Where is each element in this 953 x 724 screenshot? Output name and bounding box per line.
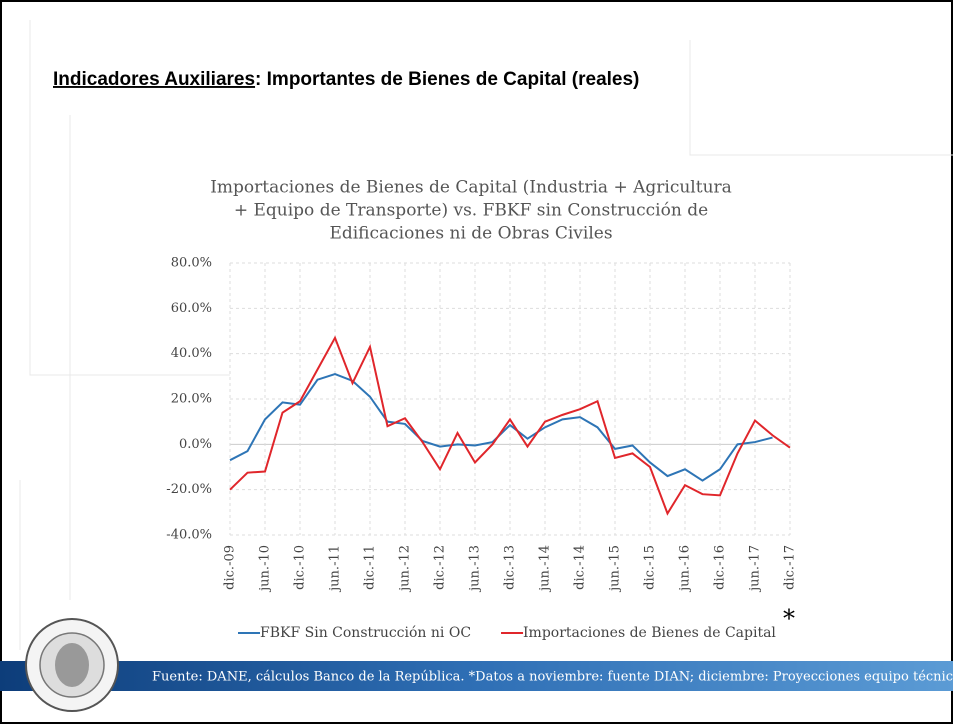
footer-band [0,661,953,691]
series-line [229,335,791,516]
x-tick-label: dic.-11 [363,545,378,590]
chart-title: + Equipo de Transporte) vs. FBKF sin Con… [234,201,708,221]
asterisk: * [783,605,795,633]
x-tick-label: dic.-12 [433,545,448,590]
x-tick-label: jun.-11 [328,545,343,593]
x-tick-label: dic.-09 [223,545,238,590]
x-tick-label: dic.-14 [573,545,588,590]
y-tick-label: 40.0% [171,346,212,361]
x-tick-label: jun.-17 [748,545,763,593]
x-tick-label: jun.-16 [678,545,693,593]
x-tick-label: jun.-13 [468,545,483,593]
title-underlined: Indicadores Auxiliares [53,69,255,90]
x-tick-label: jun.-12 [398,545,413,593]
x-tick-label: dic.-10 [293,545,308,590]
chart-title: Edificaciones ni de Obras Civiles [329,224,612,244]
y-tick-label: -20.0% [166,482,212,497]
x-tick-label: dic.-15 [643,545,658,590]
chart: Importaciones de Bienes de Capital (Indu… [166,178,797,642]
legend-label: Importaciones de Bienes de Capital [523,625,776,641]
x-tick-label: jun.-10 [258,545,273,593]
y-tick-label: 80.0% [171,256,212,271]
chart-title: Importaciones de Bienes de Capital (Indu… [210,178,732,198]
y-tick-label: 20.0% [171,392,212,407]
y-tick-label: 60.0% [171,301,212,316]
x-tick-label: dic.-13 [503,545,518,590]
decor-lines [19,20,953,650]
x-tick-label: jun.-14 [538,545,553,593]
footer-text: Fuente: DANE, cálculos Banco de la Repúb… [152,670,953,685]
legend-label: FBKF Sin Construcción ni OC [260,625,471,641]
y-tick-label: 0.0% [179,437,212,452]
title-rest: : Importantes de Bienes de Capital (real… [255,69,639,90]
x-tick-label: dic.-16 [713,545,728,590]
x-tick-label: dic.-17 [783,545,798,590]
x-tick-label: jun.-15 [608,545,623,593]
y-tick-label: -40.0% [166,528,212,543]
bank-seal [25,618,119,712]
